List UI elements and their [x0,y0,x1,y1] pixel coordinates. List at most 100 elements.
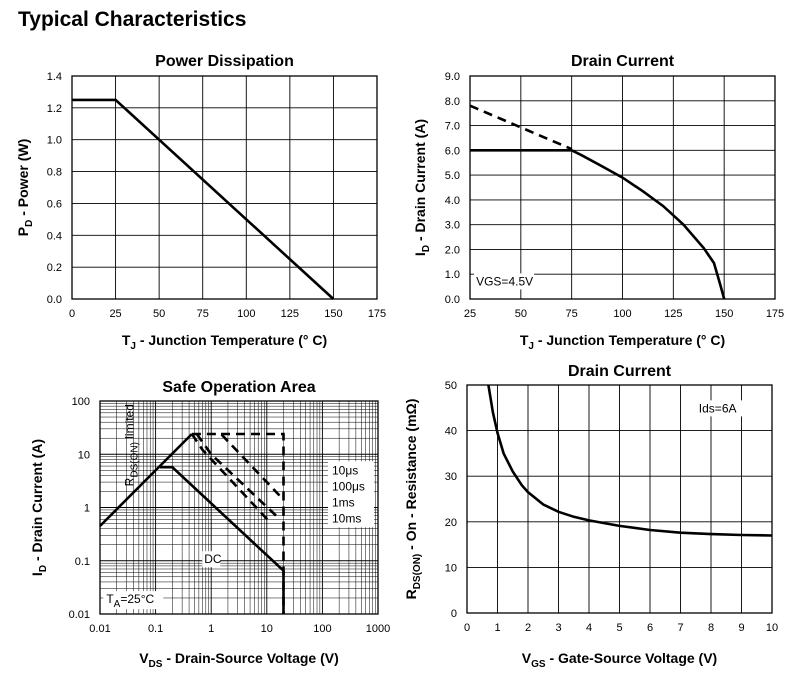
x-tick-label: 125 [664,308,682,320]
series-id [571,149,726,300]
chart-title: Safe Operation Area [162,379,315,396]
y-tick-label: 5.0 [445,170,460,182]
rdson-limited-label: RDS(ON) limited [122,404,140,486]
x-tick-label: 1 [494,622,500,634]
annotation-backdrop [103,591,164,610]
y-tick-label: 10 [78,449,90,461]
x-tick-label: 150 [715,308,733,320]
x-tick-label: 0.01 [89,623,110,635]
chart-title: Power Dissipation [155,53,294,70]
legend-backdrop [328,461,374,528]
y-tick-label: 6.0 [445,145,460,157]
x-axis-label: TJ - Junction Temperature (° C) [122,332,327,352]
x-tick-label: 75 [566,308,578,320]
x-tick-label: 50 [153,308,165,320]
y-tick-label: 4.0 [445,195,460,207]
x-tick-label: 8 [708,622,714,634]
x-tick-label: 175 [766,308,784,320]
series-rds-on-limit [99,433,193,527]
y-tick-label: 1.0 [47,135,62,147]
x-axis-label: VGS - Gate-Source Voltage (V) [522,650,717,670]
series-silicon-limit-extrapolated [469,104,573,151]
y-tick-label: 7.0 [445,121,460,133]
legend-entry: 10ms [332,511,361,525]
series-dc [160,465,285,614]
x-tick-label: 10 [261,623,273,635]
x-tick-label: 6 [647,622,653,634]
x-tick-label: 1000 [366,623,390,635]
annotation-backdrop [202,551,221,568]
y-tick-label: 0.0 [445,294,460,306]
x-tick-label: 3 [555,622,561,634]
y-tick-label: 30 [445,471,457,483]
y-tick-label: 0 [451,608,457,620]
y-tick-label: 2.0 [445,244,460,256]
x-tick-label: 125 [281,308,299,320]
y-tick-label: 0.6 [47,198,62,210]
y-tick-label: 9.0 [445,71,460,83]
x-tick-label: 100 [237,308,255,320]
legend-entry: 100μs [332,479,365,493]
y-tick-label: 0.8 [47,167,62,179]
y-tick-label: 0.1 [75,556,90,568]
annotation-ids-6a: Ids=6A [699,401,737,415]
series-10ms [190,433,273,525]
x-tick-label: 100 [613,308,631,320]
x-tick-label: 4 [586,622,592,634]
y-tick-label: 100 [72,396,90,408]
x-tick-label: 150 [324,308,342,320]
annotation-vgs-4-5v: VGS=4.5V [476,274,533,288]
x-tick-label: 50 [515,308,527,320]
y-tick-label: 1.4 [47,71,62,83]
x-tick-label: 75 [197,308,209,320]
plot-frame [469,75,776,300]
chart-title: Drain Current [571,53,675,70]
y-axis-label: PD - Power (W) [15,139,35,236]
y-tick-label: 1.0 [445,269,460,281]
annotation-dc: DC [204,552,222,566]
chart-power: 0 25 50 75 100 125 150 175 0.0 0.2 0.4 0.6 0.8 1.0 1.2… [15,53,386,352]
y-tick-label: 10 [445,562,457,574]
x-tick-label: 0 [69,308,75,320]
legend-entry: 1ms [332,495,355,509]
x-tick-label: 25 [464,308,476,320]
series-1ms [195,433,279,519]
y-tick-label: 20 [445,517,457,529]
x-tick-label: 0 [464,622,470,634]
ambient-temp-label: TA=25°C [106,592,154,610]
y-tick-label: 3.0 [445,220,460,232]
x-tick-label: 9 [738,622,744,634]
annotation-backdrop [696,400,743,417]
y-tick-label: 0.4 [47,230,62,242]
x-tick-label: 175 [368,308,386,320]
annotation-backdrop [474,273,535,290]
x-axis-label: VDS - Drain-Source Voltage (V) [139,650,339,670]
y-axis-label: ID - Drain Current (A) [412,119,432,256]
y-tick-label: 40 [445,426,457,438]
series-rds-on [487,384,773,537]
x-axis-label: TJ - Junction Temperature (° C) [520,332,725,352]
x-tick-label: 7 [677,622,683,634]
series-pd [72,98,335,300]
page-title: Typical Characteristics [18,8,247,31]
y-tick-label: 0.01 [69,609,90,621]
y-axis-label: ID - Drain Current (A) [29,439,49,576]
x-tick-label: 1 [208,623,214,635]
chart-soa: 0.01 0.1 1 10 100 1000 0.01 0.1 1 10 100 Safe Opera… [29,379,390,670]
x-tick-label: 100 [313,623,331,635]
y-axis-label: RDS(ON) - On - Resistance (mΩ) [403,399,423,600]
y-tick-label: 0.0 [47,294,62,306]
legend-entry: 10μs [332,463,358,477]
plot-frame [71,75,378,300]
series-10-s [221,432,285,614]
plot-frame [466,384,773,614]
chart-drain: 25 50 75 100 125 150 175 0.0 1.0 2.0 3.0 4.0 5.0 6.0 7… [412,53,784,352]
x-tick-label: 10 [766,622,778,634]
y-tick-label: 1.2 [47,103,62,115]
y-tick-label: 1 [84,503,90,515]
x-tick-label: 0.1 [148,623,163,635]
x-tick-label: 2 [525,622,531,634]
plot-frame [99,400,379,615]
y-tick-label: 50 [445,380,457,392]
